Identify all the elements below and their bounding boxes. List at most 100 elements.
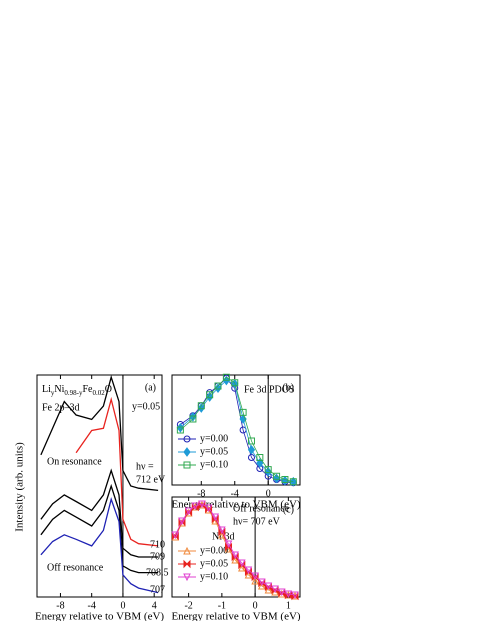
- marker: [238, 559, 246, 568]
- marker: [244, 566, 253, 575]
- annotation: On resonance: [47, 456, 102, 467]
- marker: [247, 444, 256, 455]
- series-line: [40, 483, 159, 574]
- x-tick-label: 0: [253, 600, 258, 611]
- formula-part: Ni: [54, 384, 64, 395]
- marker: [214, 382, 222, 390]
- panel-label: (c): [283, 504, 294, 515]
- x-tick-label: -2: [184, 600, 192, 611]
- series-label: 709: [150, 551, 165, 562]
- formula-part: 0.98-y: [64, 389, 83, 397]
- x-tick-label: -4: [231, 488, 239, 499]
- x-tick-label: -8: [197, 488, 205, 499]
- series-line: [180, 380, 294, 483]
- marker: [222, 373, 230, 381]
- marker: [206, 392, 214, 402]
- marker: [257, 581, 266, 590]
- series-label: 710: [150, 539, 165, 550]
- marker: [178, 517, 186, 526]
- marker: [198, 500, 206, 509]
- series-label: 707: [150, 584, 165, 595]
- legend-marker: [183, 559, 191, 569]
- marker: [191, 502, 200, 511]
- series-line: [174, 503, 296, 596]
- marker: [176, 426, 184, 434]
- formula-part: 0.02: [92, 389, 105, 397]
- plot-frame: [171, 496, 301, 598]
- marker: [291, 591, 299, 600]
- legend-marker: [183, 573, 191, 582]
- x-tick-label: 1: [286, 600, 291, 611]
- annotation: y=0.05: [132, 401, 160, 412]
- marker: [239, 408, 247, 416]
- marker: [251, 576, 259, 585]
- series-label: 712 eV: [136, 474, 166, 485]
- annotation: Fe 2p–3d: [42, 402, 80, 413]
- marker: [176, 422, 184, 433]
- marker: [214, 383, 222, 394]
- legend-label: y=0.05: [200, 558, 228, 569]
- marker: [289, 476, 297, 487]
- marker: [206, 391, 214, 399]
- marker: [247, 437, 255, 445]
- x-axis-label: Energy relative to VBM (eV): [35, 611, 164, 621]
- marker: [184, 507, 193, 516]
- series-label: 708.5: [146, 567, 169, 578]
- series-line: [40, 497, 159, 594]
- marker: [231, 551, 239, 560]
- legend-marker: [183, 435, 191, 443]
- y-axis-label: Intensity (arb. units): [14, 442, 26, 532]
- annotation: Fe 3d PDOS: [244, 384, 295, 395]
- x-axis-label: Energy relative to VBM (eV): [171, 611, 300, 621]
- marker: [238, 563, 246, 572]
- x-tick-label: 0: [120, 600, 125, 611]
- marker: [231, 555, 239, 564]
- annotation: Off resonance: [47, 562, 104, 573]
- marker: [264, 466, 272, 474]
- series-line: [40, 374, 159, 492]
- marker: [218, 526, 226, 535]
- marker: [197, 402, 205, 410]
- legend-label: y=0.00: [200, 545, 228, 556]
- marker: [211, 513, 220, 522]
- marker: [284, 590, 293, 599]
- marker: [197, 403, 205, 413]
- plot-frame: [171, 374, 301, 486]
- x-tick-label: -1: [218, 600, 226, 611]
- marker: [204, 504, 213, 513]
- annotation: Ni 3d: [212, 531, 235, 542]
- annotation: Off resonance: [233, 503, 290, 514]
- x-tick-label: -4: [88, 600, 96, 611]
- legend-marker: [183, 461, 191, 469]
- marker: [264, 466, 272, 477]
- panel-label: (b): [282, 382, 294, 393]
- legend-label: y=0.10: [200, 571, 228, 582]
- marker: [281, 476, 289, 483]
- legend-label: y=0.10: [200, 459, 228, 470]
- formula-part: Fe: [82, 384, 93, 395]
- marker: [231, 379, 239, 387]
- series-line: [180, 376, 294, 483]
- sample-formula: LiyNi0.98-yFe0.02O: [42, 384, 112, 396]
- marker: [171, 531, 180, 540]
- x-tick-label: -8: [56, 600, 64, 611]
- annotation: hν= 707 eV: [233, 516, 281, 527]
- marker: [257, 578, 266, 587]
- marker: [264, 582, 273, 591]
- marker: [271, 585, 279, 594]
- marker: [277, 588, 286, 597]
- marker: [189, 415, 197, 423]
- legend-marker: [183, 546, 191, 555]
- plot-frame: [36, 374, 163, 598]
- marker: [251, 572, 259, 581]
- x-tick-label: 4: [152, 600, 157, 611]
- marker: [224, 540, 233, 549]
- series-line: [40, 468, 159, 558]
- legend-label: y=0.00: [200, 433, 228, 444]
- x-tick-label: 0: [266, 488, 271, 499]
- formula-part: y: [51, 389, 55, 397]
- panel-label: (a): [145, 382, 156, 393]
- legend-label: y=0.05: [200, 446, 228, 457]
- marker: [244, 570, 253, 579]
- formula-part: Li: [42, 384, 51, 395]
